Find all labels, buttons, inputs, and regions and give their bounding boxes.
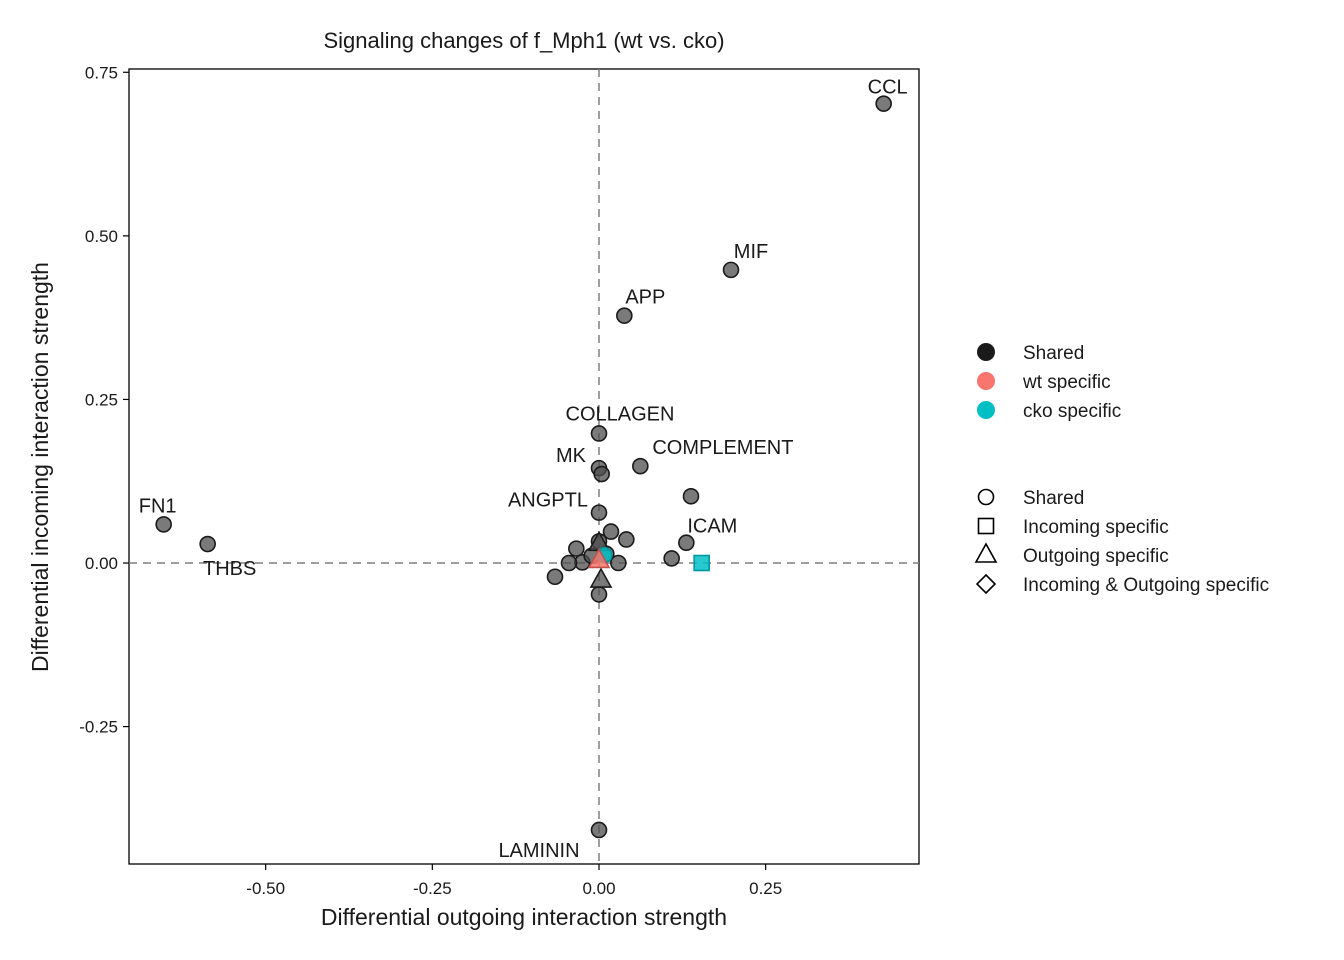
data-point <box>560 554 578 572</box>
point-label-laminin: LAMININ <box>498 840 579 862</box>
y-axis-title: Differential incoming interaction streng… <box>27 262 53 672</box>
x-tick-label: 0.25 <box>749 879 782 898</box>
legend-color-swatch <box>977 372 995 390</box>
y-tick-label: 0.00 <box>85 554 118 573</box>
legend-color-label: wt specific <box>1022 372 1111 393</box>
x-tick-label: -0.25 <box>413 879 452 898</box>
y-tick-label: 0.25 <box>85 390 118 409</box>
data-point <box>682 487 700 505</box>
data-point-ccl <box>875 95 892 112</box>
data-point <box>693 554 710 572</box>
legend-color-swatch <box>977 343 995 361</box>
data-point <box>589 567 613 588</box>
point-label-angptl: ANGPTL <box>508 490 588 512</box>
data-point <box>568 540 585 557</box>
legend-shape-label: Shared <box>1023 488 1084 509</box>
x-tick-label: 0.00 <box>582 879 615 898</box>
data-point <box>587 547 611 569</box>
plot-border <box>128 68 920 865</box>
legend: Shared wt specific cko specific Shared Incom… <box>974 343 1269 596</box>
data-point-collagen <box>590 425 608 442</box>
data-point-mif <box>722 261 740 279</box>
legend-color-swatch <box>977 401 995 419</box>
data-point-fn1 <box>155 516 172 533</box>
data-point-icam <box>678 534 695 552</box>
data-point-angptl <box>590 504 608 521</box>
point-label-mif: MIF <box>734 241 768 263</box>
legend-shape-swatch <box>977 488 995 506</box>
data-point-thbs <box>199 535 216 553</box>
legend-shape-swatch <box>975 573 997 595</box>
point-label-complement: COMPLEMENT <box>652 437 793 459</box>
x-tick-label: -0.50 <box>246 879 285 898</box>
y-tick-label: 0.50 <box>85 227 118 246</box>
point-label-app: APP <box>625 287 665 309</box>
legend-shape-swatch <box>977 517 995 535</box>
point-label-mk: MK <box>556 445 587 467</box>
data-point <box>593 465 610 483</box>
data-point <box>618 531 635 548</box>
y-tick-label: 0.75 <box>85 63 118 82</box>
plot-area: -0.50 -0.25 0.00 0.25 -0.25 0.00 0.25 0.50 0.75 C… <box>79 63 920 898</box>
data-point <box>590 586 608 603</box>
point-label-thbs: THBS <box>203 558 256 580</box>
data-point <box>602 523 620 540</box>
point-label-icam: ICAM <box>687 516 737 538</box>
point-label-collagen: COLLAGEN <box>566 403 675 425</box>
data-point <box>663 550 680 567</box>
legend-shape-label: Outgoing specific <box>1023 546 1169 567</box>
chart-title: Signaling changes of f_Mph1 (wt vs. cko) <box>323 28 724 53</box>
legend-shape-swatch <box>974 542 998 563</box>
data-point <box>546 568 564 586</box>
data-point-laminin <box>590 821 608 839</box>
data-point-complement <box>632 457 649 475</box>
legend-shape-label: Incoming & Outgoing specific <box>1023 575 1269 596</box>
data-point <box>610 554 627 572</box>
x-axis-title: Differential outgoing interaction streng… <box>321 904 727 930</box>
data-point-app <box>616 307 633 324</box>
y-tick-label: -0.25 <box>79 718 118 737</box>
point-label-ccl: CCL <box>868 77 908 99</box>
legend-shape-label: Incoming specific <box>1023 517 1169 538</box>
legend-color-label: Shared <box>1023 343 1084 364</box>
point-label-fn1: FN1 <box>139 495 177 517</box>
legend-color-label: cko specific <box>1023 401 1121 422</box>
